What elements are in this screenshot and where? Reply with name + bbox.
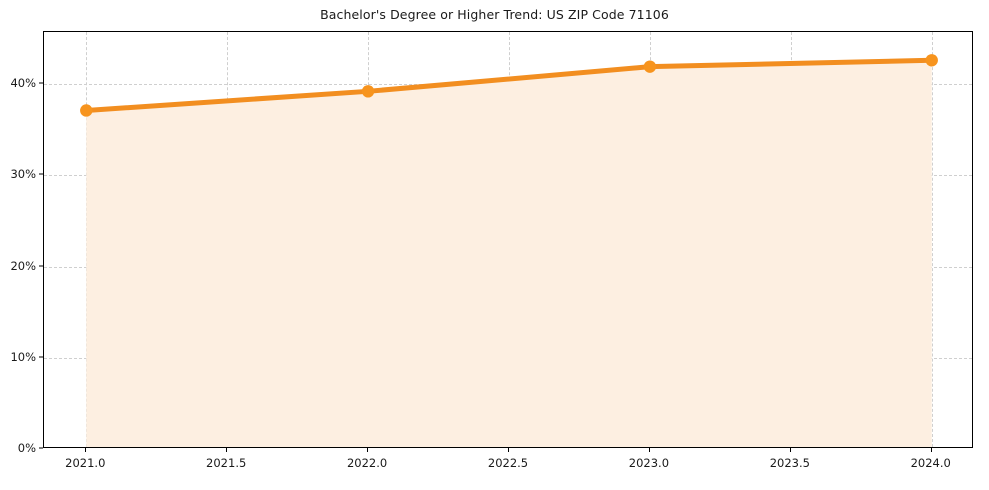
area-fill xyxy=(86,60,932,447)
x-tick-mark xyxy=(85,448,87,452)
series-area-chart xyxy=(80,54,938,447)
x-tick-label: 2023.0 xyxy=(628,456,670,470)
y-tick-label: 0% xyxy=(17,441,36,455)
x-tick-mark xyxy=(367,448,369,452)
data-point-marker xyxy=(643,60,657,73)
y-tick-label: 10% xyxy=(10,349,36,364)
x-tick-label: 2024.0 xyxy=(910,456,951,470)
plot-inner xyxy=(44,32,972,447)
data-point-marker xyxy=(361,85,375,98)
data-point-marker xyxy=(80,104,93,117)
x-tick-label: 2022.5 xyxy=(487,456,529,470)
y-tick-label: 20% xyxy=(10,258,36,273)
y-tick-label: 40% xyxy=(10,76,36,90)
plot-area xyxy=(43,31,973,448)
chart-title: Bachelor's Degree or Higher Trend: US ZI… xyxy=(320,7,669,22)
x-tick-label: 2022.0 xyxy=(346,456,388,470)
y-tick-label: 30% xyxy=(10,167,36,182)
x-tick-mark xyxy=(648,448,650,452)
x-tick-label: 2023.5 xyxy=(769,456,810,470)
x-tick-mark xyxy=(226,448,228,452)
x-tick-mark xyxy=(508,448,509,452)
trend-line xyxy=(83,57,935,113)
data-point-marker xyxy=(925,54,938,67)
x-tick-label: 2021.0 xyxy=(65,456,106,470)
x-tick-label: 2021.5 xyxy=(206,456,247,470)
gridline-vertical xyxy=(931,32,933,447)
x-tick-mark xyxy=(930,448,932,452)
x-tick-mark xyxy=(789,448,791,452)
data-point-markers xyxy=(80,54,938,117)
